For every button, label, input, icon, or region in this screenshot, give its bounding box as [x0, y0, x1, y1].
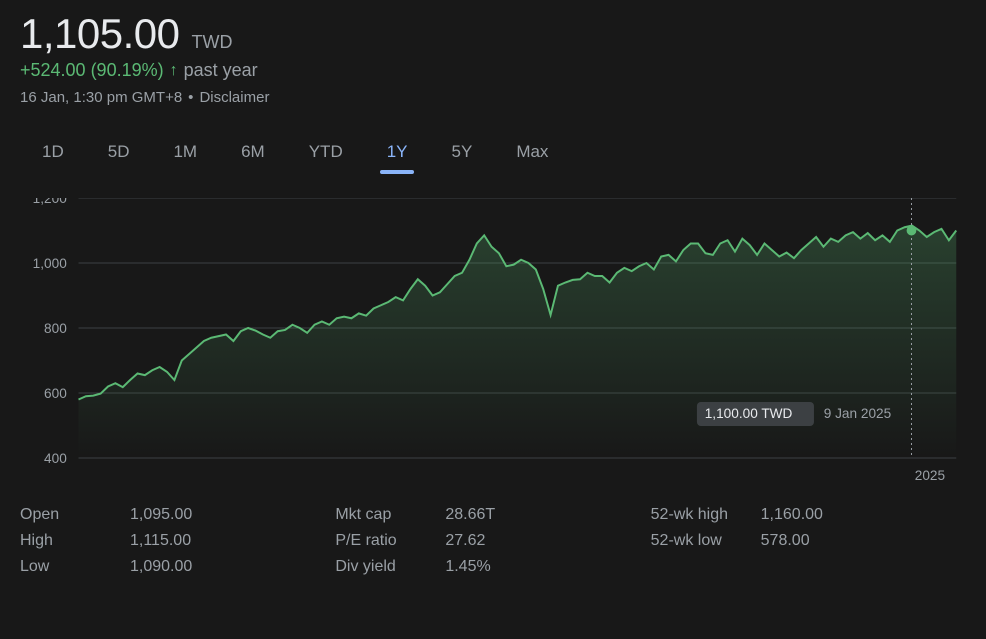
stat-label: High	[20, 532, 130, 550]
price-change: +524.00 (90.19%)	[20, 60, 164, 81]
x-axis-label: 2025	[915, 467, 946, 483]
stat-value: 1,115.00	[130, 532, 191, 550]
stat-row: Open1,095.00	[20, 506, 335, 524]
stat-row: 52-wk low578.00	[651, 532, 966, 550]
y-axis-label: 1,200	[33, 198, 67, 206]
y-axis-label: 600	[44, 385, 67, 401]
stat-label: Open	[20, 506, 130, 524]
tooltip-value: 1,100.00 TWD	[705, 405, 793, 421]
y-axis-label: 1,000	[33, 255, 67, 271]
timestamp: 16 Jan, 1:30 pm GMT+8	[20, 89, 182, 106]
hover-dot	[907, 226, 917, 236]
stat-label: Div yield	[335, 558, 445, 576]
stat-row: 52-wk high1,160.00	[651, 506, 966, 524]
currency-label: TWD	[192, 32, 233, 53]
stat-row: Div yield1.45%	[335, 558, 650, 576]
stat-value: 1,160.00	[761, 506, 823, 524]
y-axis-label: 400	[44, 450, 67, 466]
stat-row: Low1,090.00	[20, 558, 335, 576]
price-header: 1,105.00 TWD +524.00 (90.19%) ↑ past yea…	[20, 10, 966, 106]
stats-col-1: Open1,095.00High1,115.00Low1,090.00	[20, 506, 335, 584]
stat-label: P/E ratio	[335, 532, 445, 550]
stats-grid: Open1,095.00High1,115.00Low1,090.00 Mkt …	[20, 506, 966, 584]
stat-label: 52-wk low	[651, 532, 761, 550]
disclaimer-link[interactable]: Disclaimer	[199, 89, 269, 106]
stat-label: 52-wk high	[651, 506, 761, 524]
current-price: 1,105.00	[20, 10, 180, 58]
tab-max[interactable]: Max	[494, 134, 570, 170]
stat-label: Mkt cap	[335, 506, 445, 524]
price-chart[interactable]: 400 600 800 1,000 1,200 2025 1,100.00 TWD 9 Jan…	[20, 198, 966, 488]
stat-row: High1,115.00	[20, 532, 335, 550]
stat-value: 1,090.00	[130, 558, 192, 576]
tab-5y[interactable]: 5Y	[430, 134, 495, 170]
tab-ytd[interactable]: YTD	[287, 134, 365, 170]
timerange-tabs: 1D5D1M6MYTD1Y5YMax	[20, 134, 966, 170]
stat-value: 1.45%	[445, 558, 490, 576]
separator-dot: •	[188, 89, 193, 106]
stat-value: 27.62	[445, 532, 485, 550]
stat-value: 578.00	[761, 532, 810, 550]
stat-value: 1,095.00	[130, 506, 192, 524]
arrow-up-icon: ↑	[170, 62, 178, 80]
stats-col-3: 52-wk high1,160.0052-wk low578.00	[651, 506, 966, 584]
stats-col-2: Mkt cap28.66TP/E ratio27.62Div yield1.45…	[335, 506, 650, 584]
stat-row: Mkt cap28.66T	[335, 506, 650, 524]
y-axis-label: 800	[44, 320, 67, 336]
tab-6m[interactable]: 6M	[219, 134, 287, 170]
tab-1y[interactable]: 1Y	[365, 134, 430, 170]
tab-5d[interactable]: 5D	[86, 134, 152, 170]
period-label: past year	[184, 60, 258, 81]
tab-1d[interactable]: 1D	[20, 134, 86, 170]
stat-value: 28.66T	[445, 506, 495, 524]
tab-1m[interactable]: 1M	[151, 134, 219, 170]
tooltip-date: 9 Jan 2025	[824, 405, 892, 421]
stat-row: P/E ratio27.62	[335, 532, 650, 550]
stat-label: Low	[20, 558, 130, 576]
